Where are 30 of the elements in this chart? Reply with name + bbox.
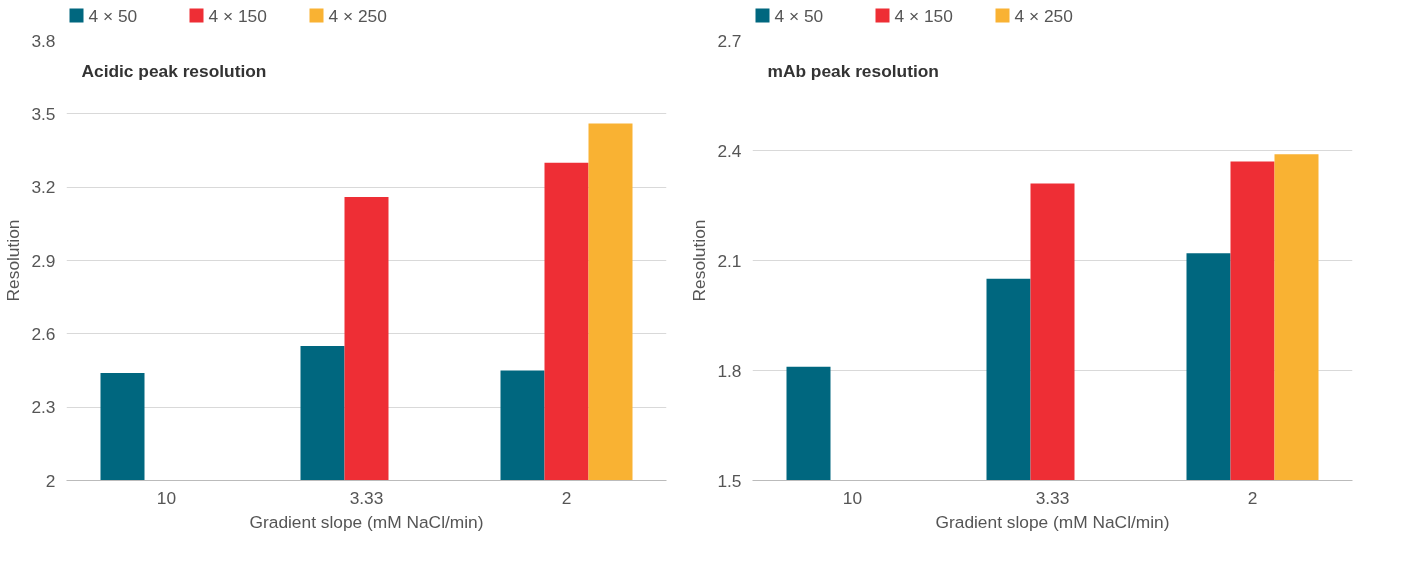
y-tick-label: 2.6 — [31, 323, 56, 344]
text: Acidic peak resolution — [81, 60, 267, 81]
y-tick-label: 1.5 — [717, 470, 742, 491]
y-axis-title: Resolution — [3, 219, 24, 302]
legend-label: 4 × 250 — [328, 5, 387, 26]
legend-label: 4 × 250 — [1014, 5, 1073, 26]
x-axis-title: Gradient slope (mM NaCl/min) — [935, 511, 1170, 532]
y-tick-label: 2.9 — [31, 250, 56, 271]
x-axis-title: Gradient slope (mM NaCl/min) — [249, 511, 484, 532]
legend-label: 4 × 50 — [774, 5, 824, 26]
y-tick-label: 2.1 — [717, 250, 742, 271]
x-tick-label: 10 — [842, 487, 863, 508]
legend-label: 4 × 150 — [894, 5, 953, 26]
y-tick-label: 2.7 — [717, 30, 742, 51]
x-tick-label: 10 — [156, 487, 177, 508]
x-tick-label: 3.33 — [349, 487, 384, 508]
x-tick-label: 2 — [1247, 487, 1258, 508]
legend-label: 4 × 50 — [88, 5, 138, 26]
y-tick-label: 3.5 — [31, 103, 56, 124]
text: mAb peak resolution — [767, 60, 939, 81]
x-tick-label: 3.33 — [1035, 487, 1070, 508]
y-axis-title: Resolution — [689, 219, 710, 302]
legend-label: 4 × 150 — [208, 5, 267, 26]
y-tick-label: 3.2 — [31, 177, 56, 198]
y-tick-label: 2.3 — [31, 397, 56, 418]
y-tick-label: 3.8 — [31, 30, 56, 51]
x-tick-label: 2 — [561, 487, 572, 508]
y-tick-label: 2 — [45, 470, 56, 491]
y-tick-label: 1.8 — [717, 360, 742, 381]
y-tick-label: 2.4 — [717, 140, 742, 161]
